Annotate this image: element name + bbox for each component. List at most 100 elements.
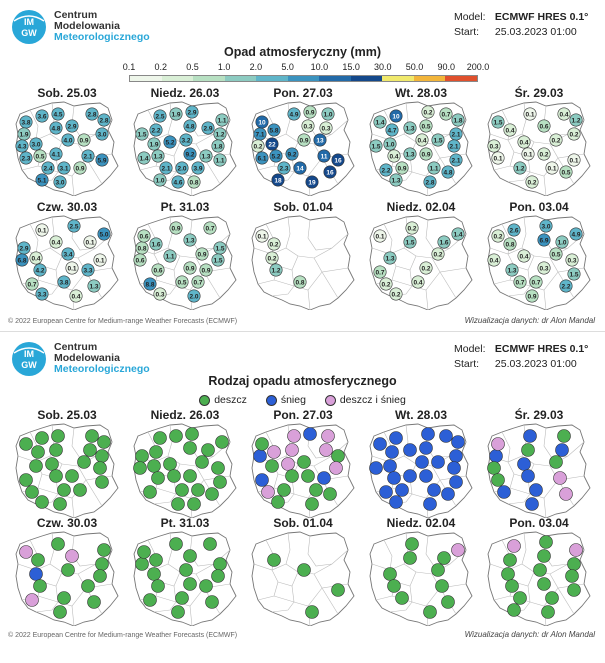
precip-value: 0.2 [407,225,416,232]
precip-marker [373,115,387,129]
precip-value: 2.8 [425,179,434,186]
rain-marker [77,455,91,469]
precip-station: 3.2 [179,133,193,147]
precip-marker [151,263,165,277]
scale-color-segment [130,76,162,81]
precip-station: 0.4 [415,133,429,147]
precip-marker [149,123,163,137]
voivodeship-border [389,601,413,613]
voivodeship-border [307,219,349,251]
rain-marker [297,563,311,577]
rain-marker [147,567,161,581]
snow-marker [317,471,331,485]
snow-marker [419,441,433,455]
precip-marker [65,261,79,275]
precip-station: 18 [271,173,285,187]
logo-line-2: Modelowania [54,20,120,32]
precip-station: 5.0 [97,227,111,241]
snow-marker [403,469,417,483]
precipitation-color-scale: 0.1 0.2 0.5 1.0 2.0 5.0 10.0 15.0 30.0 50.0 90.0 20… [123,62,489,82]
precip-value: 0.9 [305,109,314,116]
voivodeship-border [307,535,349,567]
snow-marker [447,461,461,475]
precip-marker [53,175,67,189]
scale-tick-label: 0.5 [186,62,199,72]
precip-station: 1.1 [163,249,177,263]
precip-station: 4.1 [49,147,63,161]
precip-marker [517,249,531,263]
precip-value: 4.3 [17,143,26,150]
precip-station: 1.0 [153,173,167,187]
rain-snow-marker [329,461,343,475]
snow-marker [373,437,387,451]
rain-marker [93,569,107,583]
precip-station: 1.5 [431,133,445,147]
precip-station: 0.3 [537,261,551,275]
rain-marker [135,449,149,463]
precip-value: 3.8 [21,119,30,126]
precip-marker [137,229,151,243]
precip-station: 9.2 [285,147,299,161]
voivodeship-border [543,289,547,310]
precip-value: 0.1 [375,233,384,240]
day-label: Pon. 27.03 [273,408,333,422]
precip-marker [313,133,327,147]
forecast-day-map: Pon. 03.04 6.9 1.0 0.4 0.4 0.5 0.3 1.3 0.3 1.5 0.7… [480,200,598,310]
precip-value: 5.1 [37,177,46,184]
precip-marker [487,139,501,153]
voivodeship-border [71,605,75,626]
model-label: Model: [454,11,486,23]
precip-station: 0.9 [77,133,91,147]
precip-value: 2.9 [203,125,212,132]
scale-tick-label: 2.0 [249,62,263,72]
precip-station: 22 [265,137,279,151]
precip-marker [255,151,269,165]
precip-station: 0.4 [69,289,83,303]
precip-value: 0.9 [421,151,430,158]
scale-color-segment [224,76,257,81]
imgw-logo: IM GW Centrum Modelowania Meteorologiczn… [10,8,170,46]
snow-marker [387,471,401,485]
precip-station: 4.3 [15,139,29,153]
precip-station: 9.2 [183,147,197,161]
rain-marker [215,435,229,449]
snow-marker [449,449,463,463]
rain-marker [95,557,109,571]
start-value: 25.03.2023 01:00 [494,26,577,38]
precip-marker [15,253,29,267]
precip-value: 0.4 [519,253,528,260]
precip-marker [301,119,315,133]
precip-marker [537,147,551,161]
precip-marker [41,161,55,175]
precip-station: 0.9 [303,105,317,119]
precip-value: 0.9 [79,137,88,144]
precip-station: 16 [331,153,345,167]
precip-marker [389,109,403,123]
precip-station: 0.7 [513,275,527,289]
precip-marker [529,275,543,289]
precip-station: 0.3 [487,139,501,153]
precip-value: 16 [326,169,334,176]
precip-value: 4.1 [51,151,60,158]
rain-marker [537,549,551,563]
scale-tick-label: 0.2 [154,62,167,72]
day-label: Śr. 29.03 [514,86,564,100]
precip-station: 3.3 [35,287,49,301]
day-label: Pt. 31.03 [160,200,210,214]
precip-value: 5.9 [97,157,106,164]
snow-marker [427,483,441,497]
voivodeship-border [71,175,75,196]
precip-marker [191,161,205,175]
rain-marker [503,553,517,567]
rain-marker [179,563,193,577]
precip-station: 0.3 [301,119,315,133]
model-value: ECMWF HRES 0.1° [494,343,589,355]
precip-value: 2.6 [509,227,518,234]
precip-marker [77,133,91,147]
precip-station: 6.9 [537,233,551,247]
precip-station: 2.0 [187,289,201,303]
rain-snow-dot-icon [324,394,336,406]
precip-value: 0.2 [381,281,390,288]
rain-marker [183,469,197,483]
voivodeship-border [489,133,523,141]
